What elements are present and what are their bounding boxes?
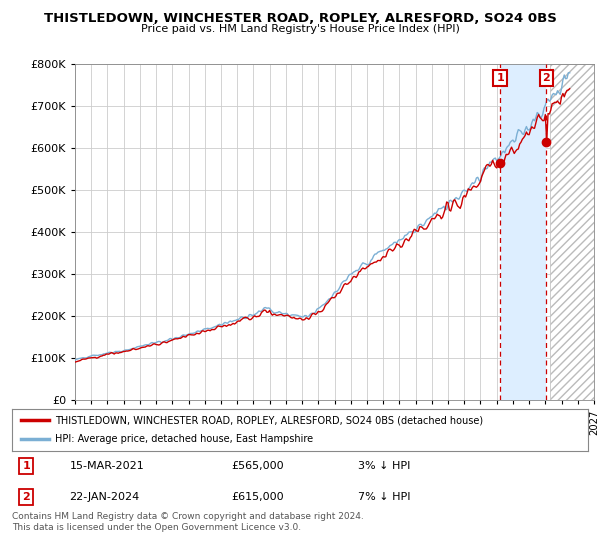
Text: Contains HM Land Registry data © Crown copyright and database right 2024.
This d: Contains HM Land Registry data © Crown c… [12, 512, 364, 532]
Text: THISTLEDOWN, WINCHESTER ROAD, ROPLEY, ALRESFORD, SO24 0BS (detached house): THISTLEDOWN, WINCHESTER ROAD, ROPLEY, AL… [55, 415, 484, 425]
Text: 2: 2 [542, 73, 550, 83]
Text: THISTLEDOWN, WINCHESTER ROAD, ROPLEY, ALRESFORD, SO24 0BS: THISTLEDOWN, WINCHESTER ROAD, ROPLEY, AL… [44, 12, 556, 25]
Text: 1: 1 [496, 73, 504, 83]
Text: 22-JAN-2024: 22-JAN-2024 [70, 492, 140, 502]
Text: £615,000: £615,000 [231, 492, 284, 502]
Text: Price paid vs. HM Land Registry's House Price Index (HPI): Price paid vs. HM Land Registry's House … [140, 24, 460, 34]
Text: 15-MAR-2021: 15-MAR-2021 [70, 461, 145, 471]
Text: 7% ↓ HPI: 7% ↓ HPI [358, 492, 410, 502]
Text: 3% ↓ HPI: 3% ↓ HPI [358, 461, 410, 471]
Text: HPI: Average price, detached house, East Hampshire: HPI: Average price, detached house, East… [55, 435, 313, 445]
Text: 1: 1 [23, 461, 30, 471]
Text: 2: 2 [23, 492, 30, 502]
Text: £565,000: £565,000 [231, 461, 284, 471]
